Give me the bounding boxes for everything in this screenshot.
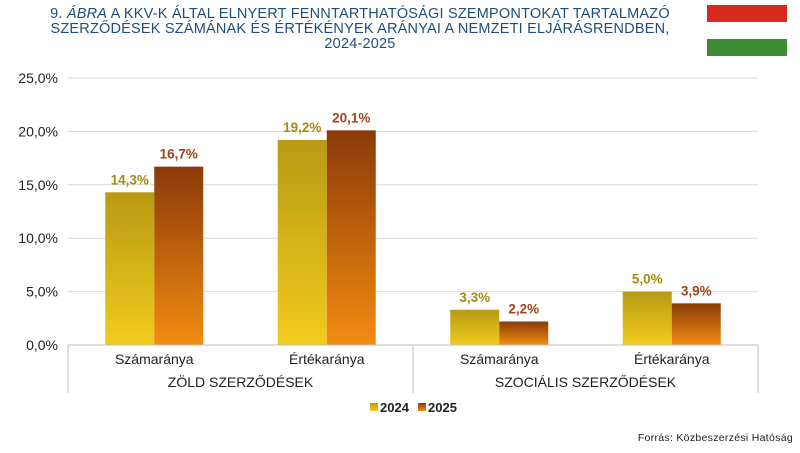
x-tick-label: Számaránya [115, 351, 194, 367]
y-tick-label: 10,0% [18, 230, 58, 246]
y-tick-label: 5,0% [26, 284, 58, 300]
data-label: 5,0% [632, 272, 663, 287]
legend-label: 2024 [380, 400, 410, 415]
data-label: 14,3% [111, 172, 149, 187]
title-line-1: 9. ÁBRA A KKV-K ÁLTAL ELNYERT FENNTARTHA… [40, 7, 680, 22]
data-label: 20,1% [332, 110, 370, 125]
bar-2025 [154, 166, 204, 345]
data-label: 16,7% [160, 147, 198, 162]
legend-swatch-2024 [370, 403, 378, 411]
group-label: ZÖLD SZERZŐDÉSEK [168, 373, 314, 390]
data-label: 3,3% [459, 290, 490, 305]
legend-swatch-2025 [418, 403, 426, 411]
x-tick-label: Számaránya [460, 351, 539, 367]
title-line-1-rest: A KKV-K ÁLTAL ELNYERT FENNTARTHATÓSÁGI S… [110, 6, 670, 22]
title-number: 9. [50, 6, 63, 22]
hungarian-flag [707, 5, 787, 56]
chart-title: 9. ÁBRA A KKV-K ÁLTAL ELNYERT FENNTARTHA… [40, 7, 680, 52]
y-tick-label: 25,0% [18, 70, 58, 86]
bar-2024 [105, 192, 155, 345]
y-tick-label: 0,0% [26, 337, 58, 353]
legend-label: 2025 [428, 400, 457, 415]
bar-2024 [622, 291, 672, 345]
flag-stripe-green [707, 39, 787, 56]
data-label: 2,2% [508, 302, 539, 317]
bar-2025 [671, 303, 721, 345]
source-note: Forrás: Közbeszerzési Hatóság [637, 432, 793, 444]
x-tick-label: Értékaránya [289, 351, 365, 367]
y-tick-label: 15,0% [18, 177, 58, 193]
bar-2024 [450, 309, 500, 345]
x-tick-label: Értékaránya [634, 351, 710, 367]
flag-stripe-red [707, 5, 787, 22]
data-label: 19,2% [283, 120, 321, 135]
bar-2024 [277, 139, 327, 345]
bar-2025 [326, 130, 376, 345]
y-tick-label: 20,0% [18, 123, 58, 139]
flag-stripe-white [707, 22, 787, 39]
title-abra: ÁBRA [66, 6, 108, 22]
title-line-2: SZERZŐDÉSEK SZÁMÁNAK ÉS ÉRTÉKÉNYEK ARÁNY… [50, 21, 670, 37]
group-label: SZOCIÁLIS SZERZŐDÉSEK [495, 374, 677, 390]
title-line-3: 2024-2025 [324, 36, 396, 52]
bar-2025 [499, 321, 549, 345]
data-label: 3,9% [681, 283, 712, 298]
